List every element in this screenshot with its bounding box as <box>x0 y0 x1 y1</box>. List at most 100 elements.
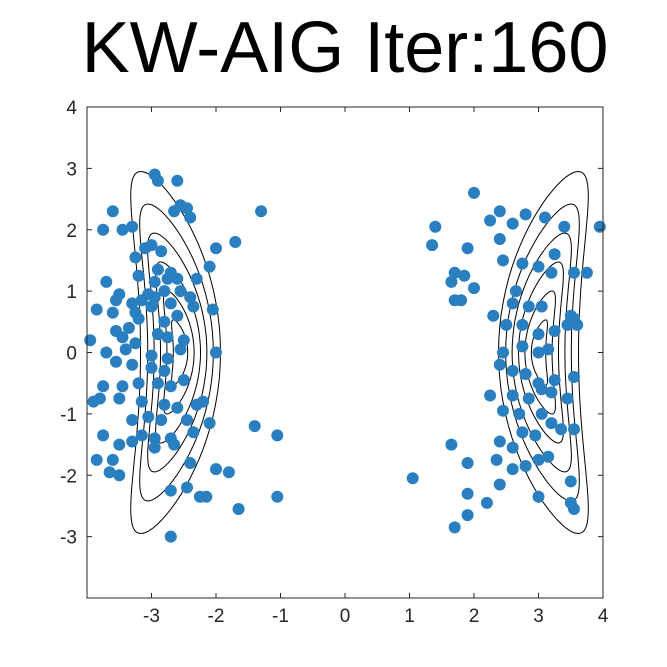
scatter-point <box>100 346 113 359</box>
scatter-point <box>106 306 119 319</box>
scatter-point <box>103 466 116 479</box>
scatter-point <box>210 346 222 359</box>
scatter-point <box>255 205 268 218</box>
scatter-point <box>513 407 526 420</box>
scatter-point <box>113 469 126 482</box>
scatter-point <box>516 426 529 439</box>
scatter-point <box>516 257 529 270</box>
scatter-point <box>164 530 177 543</box>
scatter-point <box>158 315 171 328</box>
scatter-point <box>568 503 580 515</box>
scatter-point <box>555 423 568 436</box>
scatter-point <box>493 358 506 371</box>
scatter-point <box>171 401 184 414</box>
contour-line-1-0 <box>530 319 549 386</box>
scatter-point <box>429 220 442 233</box>
scatter-point <box>493 478 506 491</box>
scatter-point <box>177 374 190 387</box>
scatter-point <box>535 383 548 396</box>
scatter-point <box>164 484 177 497</box>
scatter-point <box>97 223 110 236</box>
scatter-point <box>174 285 187 298</box>
scatter-point <box>174 343 187 356</box>
scatter-point <box>532 490 545 503</box>
scatter-point <box>126 414 139 426</box>
scatter-point <box>532 346 545 359</box>
scatter-point <box>126 358 139 371</box>
scatter-point <box>181 481 193 494</box>
scatter-point <box>158 398 171 411</box>
scatter-point <box>145 300 158 313</box>
scatter-point <box>148 275 161 288</box>
scatter-point <box>200 490 213 503</box>
scatter-point <box>126 220 139 233</box>
scatter-point <box>497 404 509 417</box>
scatter-point <box>171 309 184 322</box>
scatter-point <box>493 205 506 218</box>
scatter-point <box>561 392 574 405</box>
scatter-point <box>500 318 513 331</box>
scatter-point <box>110 355 122 368</box>
scatter-point <box>181 414 193 426</box>
scatter-point <box>455 294 468 307</box>
scatter-point <box>545 417 558 430</box>
axis-ticks <box>87 106 604 598</box>
y-tick-label: 4 <box>66 98 77 119</box>
scatter-point <box>203 417 216 430</box>
y-tick-label: -3 <box>60 528 77 549</box>
scatter-point <box>151 328 164 341</box>
scatter-point <box>100 275 113 288</box>
scatter-point <box>532 328 545 341</box>
chart-title: KW-AIG Iter:160 <box>81 8 609 88</box>
scatter-point <box>545 386 558 399</box>
scatter-point <box>158 364 171 377</box>
x-tick-label: 1 <box>404 606 415 627</box>
x-axis-tick-labels: -3 -2 -1 0 1 2 3 4 <box>143 606 609 627</box>
scatter-point <box>132 377 145 390</box>
scatter-point <box>532 453 545 466</box>
scatter-point <box>461 509 474 522</box>
scatter-point <box>122 321 135 334</box>
contour-line-0-5 <box>130 171 221 534</box>
scatter-point <box>184 457 197 469</box>
scatter-point <box>484 214 497 227</box>
scatter-point <box>271 429 284 442</box>
scatter-point <box>164 297 177 310</box>
scatter-point <box>484 389 497 402</box>
scatter-point <box>126 297 139 310</box>
scatter-point <box>545 266 558 279</box>
scatter-point <box>145 361 158 374</box>
scatter-point <box>168 438 181 451</box>
scatter-point <box>506 297 519 310</box>
scatter-point <box>506 217 519 230</box>
scatter-point <box>113 438 126 451</box>
y-tick-label: 1 <box>66 282 77 303</box>
scatter-point <box>145 349 158 362</box>
scatter-point <box>210 242 222 255</box>
scatter-point <box>116 331 129 344</box>
scatter-point <box>448 521 461 534</box>
scatter-point <box>171 174 184 187</box>
scatter-point <box>116 223 129 236</box>
scatter-point <box>97 380 110 393</box>
scatter-point <box>493 233 506 245</box>
scatter-point <box>490 453 503 466</box>
y-tick-label: -2 <box>60 466 77 487</box>
scatter-point <box>190 272 203 285</box>
scatter-point <box>568 423 580 436</box>
scatter-point <box>84 334 97 347</box>
scatter-point <box>480 496 493 509</box>
scatter-point <box>164 380 177 393</box>
scatter-point <box>126 435 139 448</box>
scatter-point <box>151 377 164 390</box>
scatter-point <box>461 242 474 255</box>
scatter-point <box>497 254 509 267</box>
scatter-point <box>129 251 142 264</box>
scatter-point <box>539 211 551 224</box>
scatter-point <box>248 420 261 433</box>
scatter-point <box>445 275 458 288</box>
scatter-point <box>271 490 284 503</box>
x-tick-label: 3 <box>533 606 544 627</box>
scatter-point <box>135 395 148 408</box>
